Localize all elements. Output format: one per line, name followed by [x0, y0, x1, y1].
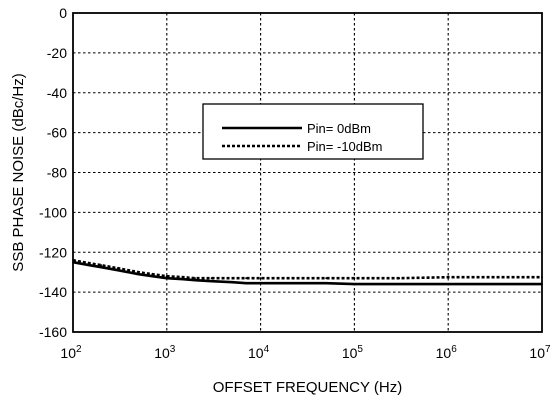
series-0-point [210, 280, 213, 283]
series-0-point [259, 282, 262, 285]
x-tick-exponent: 6 [451, 344, 457, 355]
series-0-point [151, 275, 154, 278]
series-0-point [287, 282, 290, 285]
series-1-point [447, 276, 450, 279]
x-tick-label: 102 [60, 344, 82, 361]
series-1-point [353, 277, 356, 280]
series-1-point [165, 275, 168, 278]
series-1-point [88, 262, 91, 265]
series-0-point [100, 266, 103, 269]
legend-label-pin-0dbm: Pin= 0dBm [307, 121, 371, 136]
series-1-point [116, 267, 119, 270]
series-line-0 [72, 260, 542, 286]
x-tick-base: 10 [342, 345, 358, 361]
x-tick-exponent: 5 [357, 344, 363, 355]
x-tick-label: 104 [248, 344, 270, 361]
x-tick-base: 10 [248, 345, 264, 361]
x-tick-exponent: 4 [264, 344, 270, 355]
series-1-point [287, 277, 290, 280]
series-1-point [245, 277, 248, 280]
series-1-point [100, 264, 103, 267]
x-axis-label: OFFSET FREQUENCY (Hz) [213, 379, 402, 396]
series-0-point [325, 282, 328, 285]
series-1-point [182, 276, 185, 279]
plot-frame [72, 12, 543, 333]
y-tick-label: -120 [39, 244, 67, 260]
x-tick-base: 10 [154, 345, 170, 361]
y-axis-label: SSB PHASE NOISE (dBc/Hz) [10, 73, 27, 271]
legend-label-pin-minus10dbm: Pin= -10dBm [307, 139, 383, 154]
x-tick-label: 107 [529, 344, 551, 361]
x-tick-exponent: 2 [76, 344, 82, 355]
series-0-point [492, 283, 494, 285]
x-tick-label: 106 [436, 344, 458, 361]
y-tick-label: -140 [39, 284, 67, 300]
series-0-point [88, 264, 91, 267]
series-0-point [353, 283, 356, 285]
x-tick-label: 103 [154, 344, 176, 361]
y-tick-label: -20 [47, 45, 67, 61]
x-tick-base: 10 [529, 345, 545, 361]
series-0-point [116, 269, 119, 272]
x-tick-base: 10 [60, 345, 76, 361]
y-tick-label: 0 [59, 5, 67, 21]
x-tick-label: 105 [342, 344, 364, 361]
y-tick-label: -80 [47, 165, 67, 181]
series-0-point [182, 278, 185, 281]
series-0-point [137, 273, 140, 276]
series-0-point [447, 283, 450, 285]
series-1-point [325, 277, 328, 280]
series-1-point [194, 277, 196, 280]
x-tick-base: 10 [436, 345, 452, 361]
series-0-point [194, 279, 196, 282]
x-tick-exponent: 7 [545, 344, 551, 355]
series-1-point [137, 271, 140, 274]
series-line-1 [72, 258, 542, 280]
series-1-point [259, 277, 262, 280]
series-0-point [231, 281, 234, 284]
y-tick-label: -100 [39, 204, 67, 220]
series-1-point [210, 277, 213, 280]
series-1-point [151, 273, 154, 276]
series-0-point [165, 277, 168, 280]
series-0-point [398, 283, 401, 285]
series-1-point [398, 277, 401, 280]
x-tick-exponent: 3 [170, 344, 176, 355]
legend: Pin= 0dBm Pin= -10dBm [202, 103, 424, 160]
series-layer [72, 258, 543, 286]
legend-box [202, 103, 424, 160]
series-1-point [231, 277, 234, 280]
series-1-point [492, 276, 494, 279]
y-tick-label: -40 [47, 85, 67, 101]
series-0-point [245, 282, 248, 285]
y-tick-label: -160 [39, 324, 67, 340]
y-tick-label: -60 [47, 125, 67, 141]
